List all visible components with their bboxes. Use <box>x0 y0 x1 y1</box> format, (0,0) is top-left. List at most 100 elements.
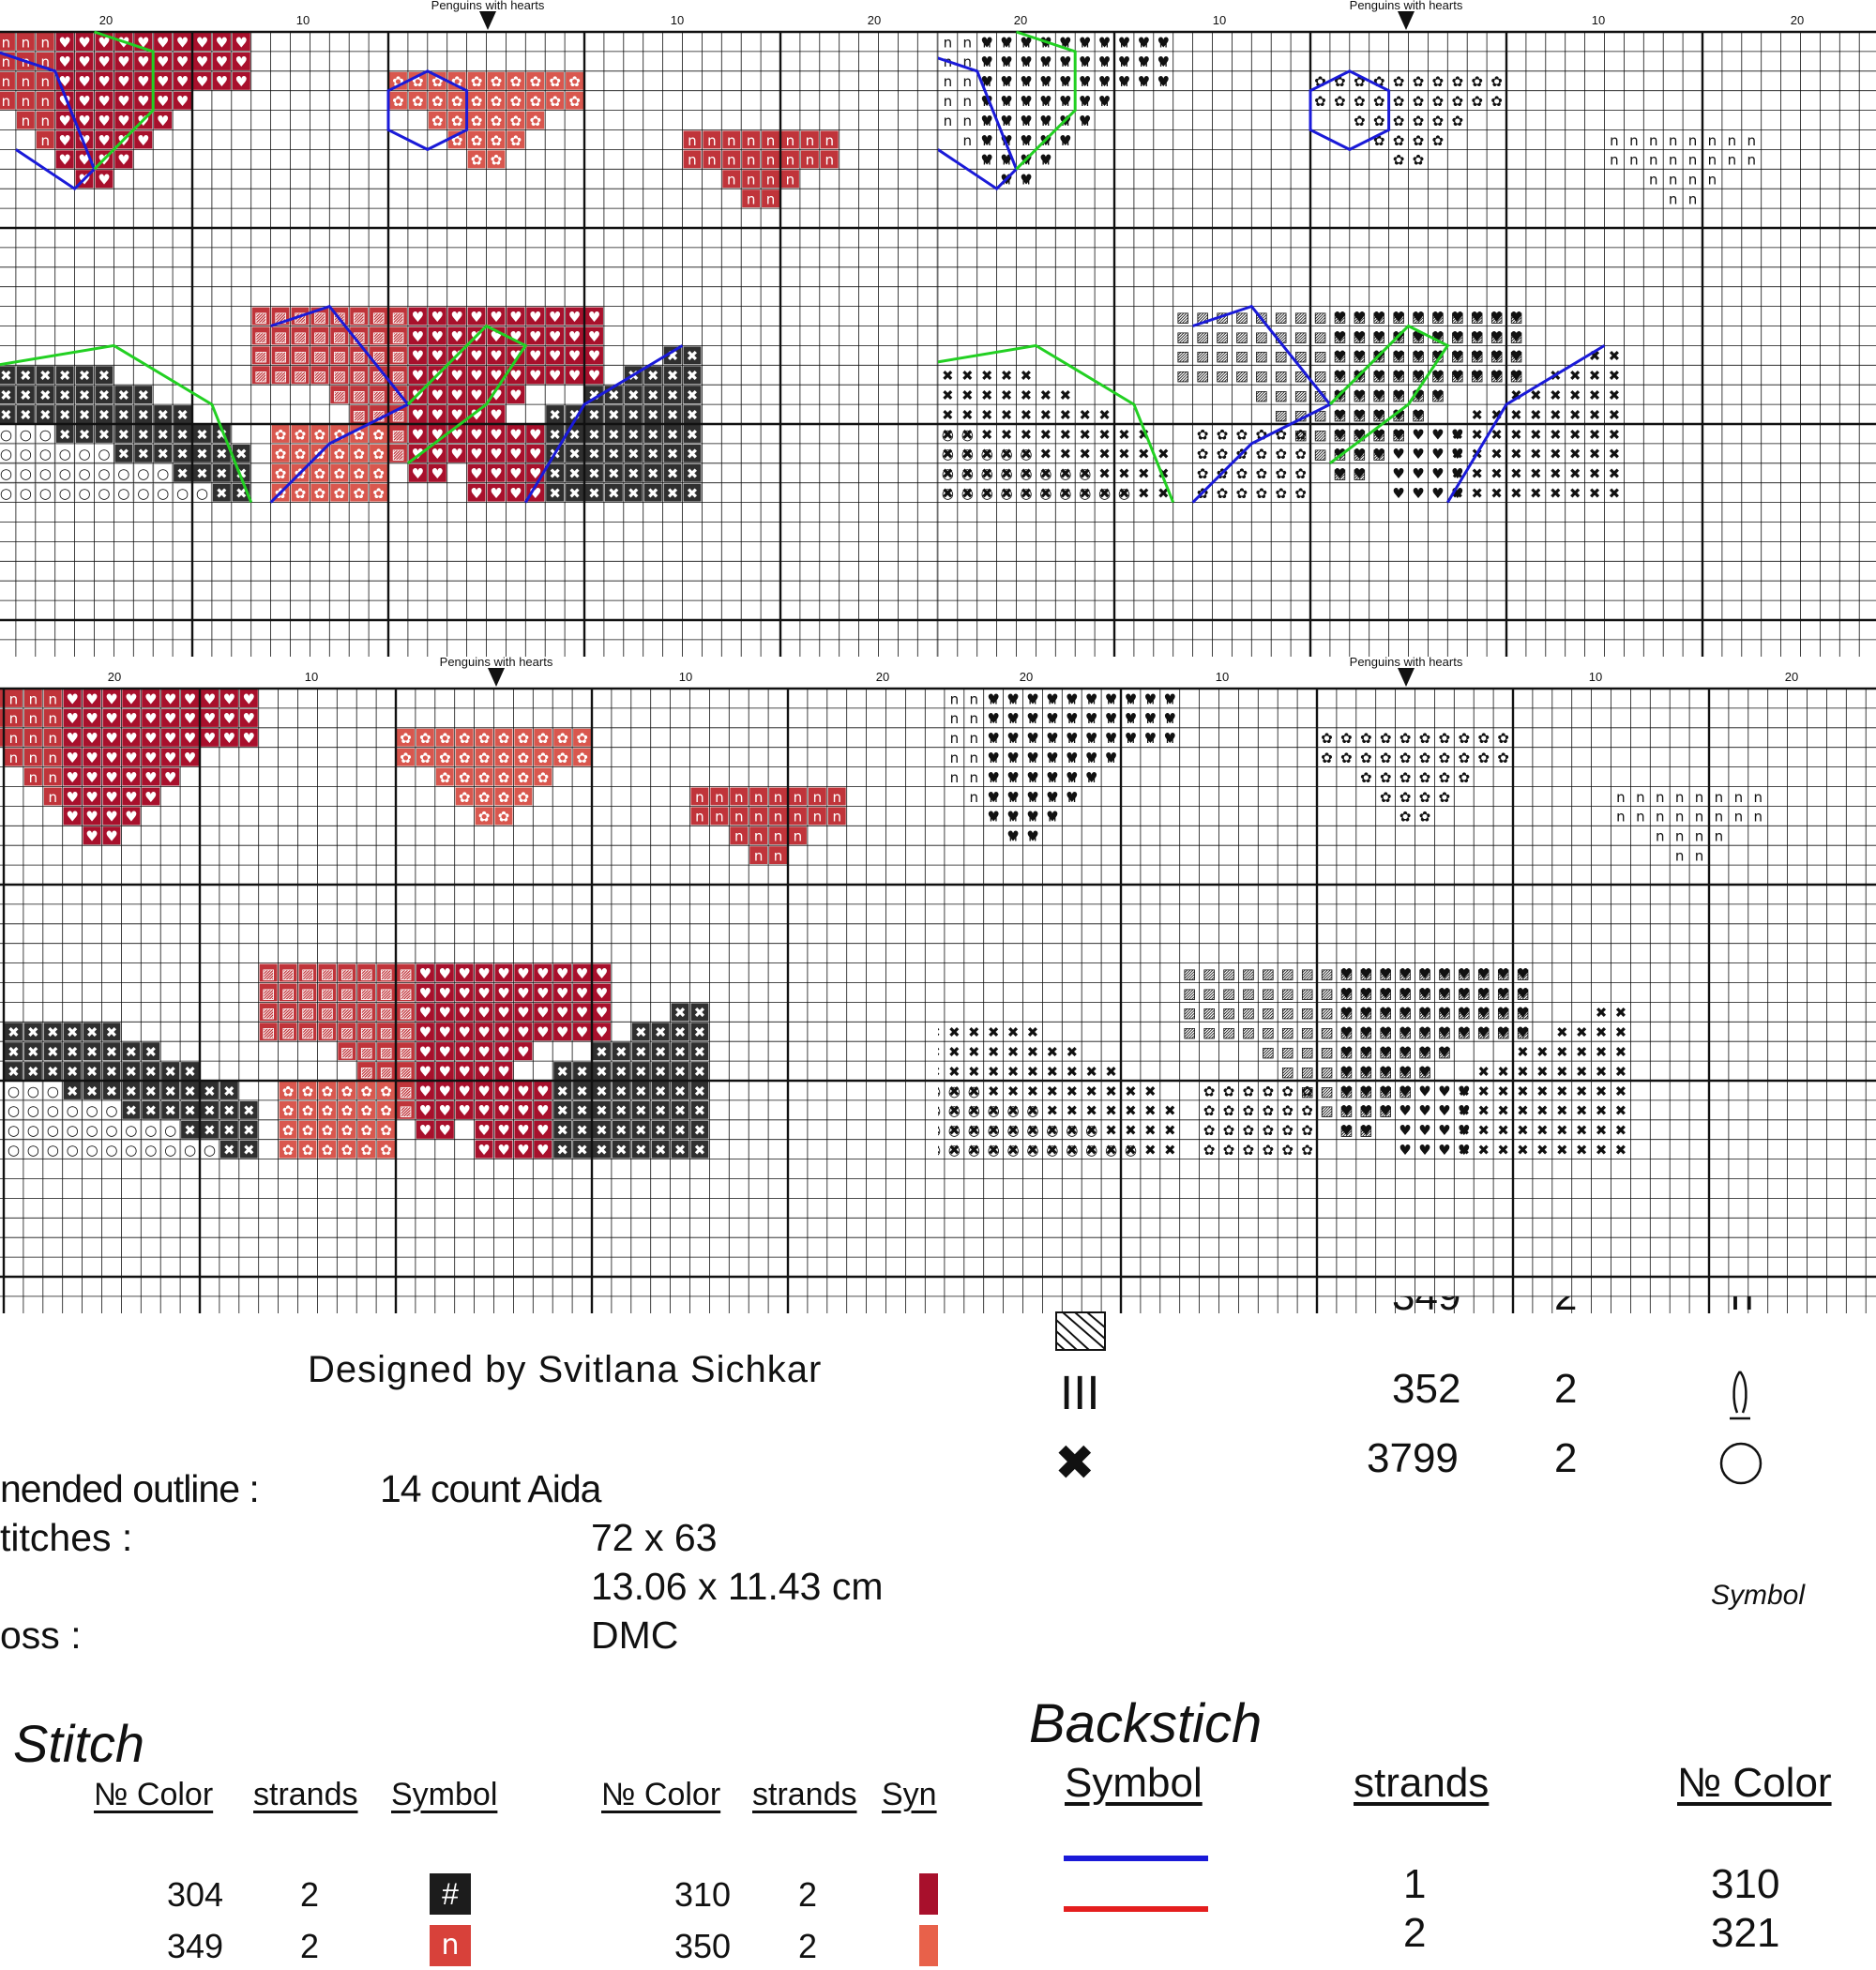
svg-text:♥: ♥ <box>419 1083 431 1099</box>
svg-text:✖: ✖ <box>961 446 974 462</box>
svg-text:♥: ♥ <box>419 1024 431 1041</box>
svg-text:♥: ♥ <box>184 690 196 707</box>
svg-text:○: ○ <box>20 465 32 482</box>
svg-text:✖: ✖ <box>674 1063 687 1080</box>
svg-text:✖: ✖ <box>1079 406 1091 423</box>
svg-text:✿: ✿ <box>1399 730 1412 747</box>
svg-text:♥: ♥ <box>477 1142 490 1159</box>
svg-text:▨: ▨ <box>1300 1044 1313 1061</box>
svg-text:✖: ✖ <box>1596 1005 1608 1022</box>
svg-text:♥: ♥ <box>98 113 110 129</box>
svg-text:♥: ♥ <box>85 710 98 727</box>
svg-text:▨: ▨ <box>262 1024 275 1041</box>
svg-text:✖: ✖ <box>1059 446 1071 462</box>
svg-text:n: n <box>1002 132 1011 149</box>
svg-text:○: ○ <box>1046 1122 1058 1139</box>
svg-text:✖: ✖ <box>1040 406 1052 423</box>
svg-text:✖: ✖ <box>204 1102 216 1119</box>
svg-text:♥: ♥ <box>105 690 117 707</box>
svg-text:n: n <box>1656 809 1665 826</box>
svg-text:○: ○ <box>47 1122 59 1139</box>
svg-text:✿: ✿ <box>1458 769 1470 786</box>
svg-text:♥: ♥ <box>1006 690 1019 707</box>
svg-text:✖: ✖ <box>1609 387 1621 404</box>
ruler-label: 20 <box>875 670 890 684</box>
svg-text:✿: ✿ <box>1393 152 1405 169</box>
svg-text:n: n <box>1708 132 1717 149</box>
svg-text:▨: ▨ <box>1313 426 1326 443</box>
svg-text:✖: ✖ <box>687 368 699 385</box>
half-stitch-symbol <box>1055 1311 1106 1351</box>
svg-text:♥: ♥ <box>1497 985 1509 1002</box>
svg-text:✖: ✖ <box>216 485 228 502</box>
svg-text:♥: ♥ <box>1066 769 1078 786</box>
svg-text:♥: ♥ <box>1438 1005 1450 1022</box>
panel-title: Penguins with hearts <box>1349 0 1463 12</box>
svg-text:♥: ♥ <box>1360 1063 1372 1080</box>
svg-text:✿: ✿ <box>478 769 491 786</box>
svg-text:✖: ✖ <box>1609 426 1621 443</box>
svg-text:♥: ♥ <box>1510 348 1522 365</box>
svg-text:♥: ♥ <box>204 690 216 707</box>
svg-text:▨: ▨ <box>1262 985 1275 1002</box>
strands-count: 2 <box>1554 1366 1578 1412</box>
svg-text:✿: ✿ <box>529 113 541 129</box>
svg-text:♥: ♥ <box>529 368 541 385</box>
spec-label: oss : <box>0 1614 82 1657</box>
svg-text:✿: ✿ <box>1262 1083 1274 1099</box>
svg-text:♥: ♥ <box>1066 710 1078 727</box>
svg-text:✿: ✿ <box>380 1102 392 1119</box>
svg-text:▨: ▨ <box>1275 368 1288 385</box>
svg-text:▨: ▨ <box>1353 348 1366 365</box>
svg-text:✖: ✖ <box>20 406 32 423</box>
svg-text:○: ○ <box>196 485 208 502</box>
svg-text:✿: ✿ <box>556 730 568 747</box>
svg-text:✖: ✖ <box>1550 446 1562 462</box>
svg-text:✖: ✖ <box>968 1063 980 1080</box>
svg-text:♥: ♥ <box>1431 368 1444 385</box>
svg-text:✖: ✖ <box>1497 1122 1509 1139</box>
svg-text:✖: ✖ <box>628 406 640 423</box>
svg-text:♥: ♥ <box>243 710 255 727</box>
svg-text:✖: ✖ <box>576 1142 588 1159</box>
svg-text:○: ○ <box>1000 465 1012 482</box>
svg-text:n: n <box>950 750 960 766</box>
chart-panel-color-top-left: nnnnnnnnnnnnnnnnnnnnnnnnnnnnnnnnnnnnnnnn… <box>0 0 938 657</box>
svg-text:✖: ✖ <box>137 387 149 404</box>
svg-text:♥: ♥ <box>556 1024 568 1041</box>
svg-text:✖: ✖ <box>1589 446 1601 462</box>
svg-text:n: n <box>48 769 57 786</box>
svg-text:✖: ✖ <box>1021 368 1033 385</box>
svg-text:▨: ▨ <box>360 985 373 1002</box>
svg-text:✖: ✖ <box>137 446 149 462</box>
svg-text:♥: ♥ <box>184 730 196 747</box>
svg-text:n: n <box>2 93 11 110</box>
svg-text:n: n <box>938 750 939 766</box>
stitch-symbol: n <box>1731 1296 1753 1321</box>
svg-text:♥: ♥ <box>1379 1005 1391 1022</box>
svg-text:♥: ♥ <box>1438 985 1450 1002</box>
svg-text:✖: ✖ <box>1164 1142 1176 1159</box>
svg-text:♥: ♥ <box>576 965 588 982</box>
svg-text:✿: ✿ <box>510 73 522 90</box>
svg-text:n: n <box>40 34 50 51</box>
symbol-label: Symbol <box>1711 1580 1806 1611</box>
svg-text:✿: ✿ <box>1413 73 1425 90</box>
svg-text:♥: ♥ <box>537 1005 549 1022</box>
svg-text:✖: ✖ <box>1615 1142 1627 1159</box>
svg-text:✿: ✿ <box>1262 1142 1274 1159</box>
svg-text:✖: ✖ <box>647 406 659 423</box>
svg-text:♥: ♥ <box>1392 368 1404 385</box>
svg-text:♥: ♥ <box>144 690 157 707</box>
svg-text:n: n <box>938 690 939 707</box>
svg-text:♥: ♥ <box>439 1083 451 1099</box>
svg-text:✖: ✖ <box>1047 1063 1059 1080</box>
svg-text:♥: ♥ <box>1517 1005 1529 1022</box>
svg-text:✿: ✿ <box>353 485 365 502</box>
svg-text:♥: ♥ <box>477 1102 490 1119</box>
svg-text:♥: ♥ <box>1006 750 1019 766</box>
svg-text:▨: ▨ <box>1242 1024 1255 1041</box>
svg-text:✖: ✖ <box>1144 1102 1157 1119</box>
color-number: 3799 <box>1367 1435 1459 1481</box>
svg-text:✖: ✖ <box>647 387 659 404</box>
